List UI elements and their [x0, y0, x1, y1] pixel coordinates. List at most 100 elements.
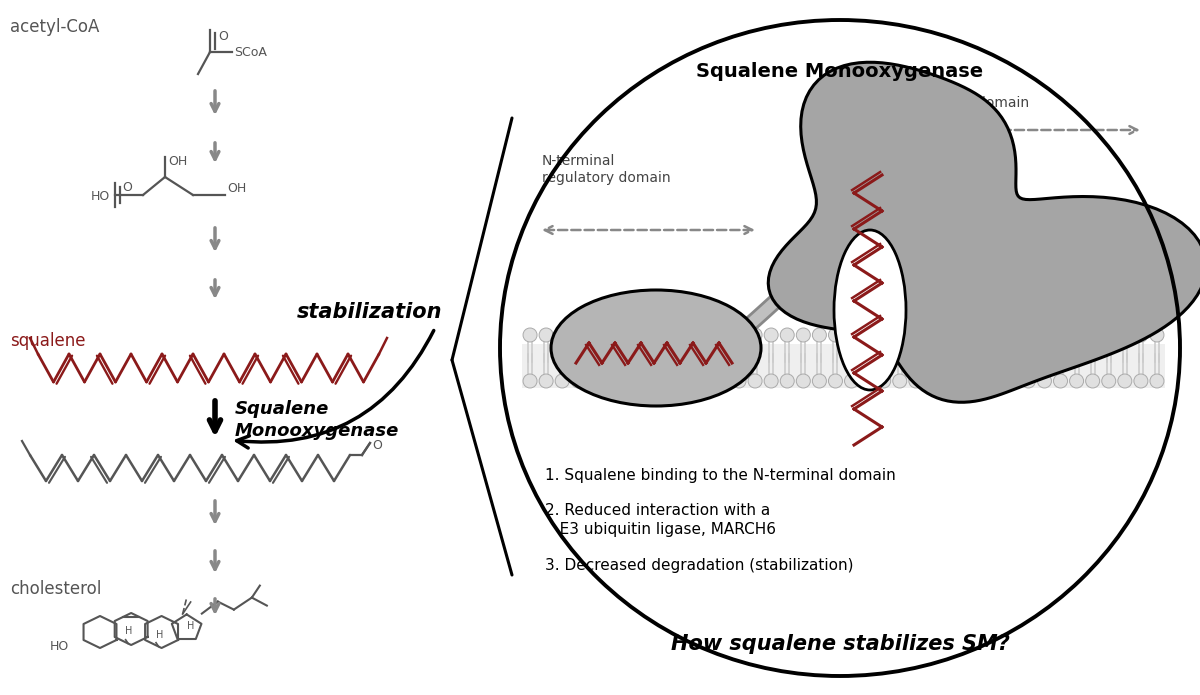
Circle shape — [812, 374, 827, 388]
Circle shape — [1150, 374, 1164, 388]
Circle shape — [636, 374, 649, 388]
Bar — [522, 344, 1165, 388]
Text: HO: HO — [91, 190, 110, 204]
Circle shape — [925, 328, 938, 342]
Circle shape — [523, 328, 538, 342]
Circle shape — [604, 328, 618, 342]
Text: 2. Reduced interaction with a
   E3 ubiquitin ligase, MARCH6: 2. Reduced interaction with a E3 ubiquit… — [545, 503, 776, 537]
Circle shape — [797, 374, 810, 388]
Circle shape — [523, 374, 538, 388]
Circle shape — [619, 328, 634, 342]
Text: OH: OH — [227, 183, 246, 195]
Circle shape — [941, 374, 955, 388]
Circle shape — [1118, 374, 1132, 388]
Circle shape — [700, 328, 714, 342]
Circle shape — [1054, 374, 1068, 388]
Circle shape — [893, 374, 907, 388]
Text: H: H — [156, 630, 163, 640]
Circle shape — [780, 328, 794, 342]
Circle shape — [877, 374, 890, 388]
Text: HO: HO — [49, 639, 70, 653]
Text: stabilization: stabilization — [298, 302, 443, 322]
Circle shape — [845, 328, 858, 342]
Circle shape — [571, 374, 586, 388]
Circle shape — [748, 374, 762, 388]
Circle shape — [973, 374, 988, 388]
Text: 3. Decreased degradation (stabilization): 3. Decreased degradation (stabilization) — [545, 558, 853, 573]
Circle shape — [1021, 374, 1036, 388]
Text: O: O — [218, 30, 228, 43]
Circle shape — [941, 328, 955, 342]
Circle shape — [845, 374, 858, 388]
FancyArrowPatch shape — [236, 331, 433, 448]
Circle shape — [908, 328, 923, 342]
Circle shape — [1134, 328, 1148, 342]
Text: How squalene stabilizes SM?: How squalene stabilizes SM? — [671, 634, 1009, 654]
Circle shape — [571, 328, 586, 342]
Circle shape — [732, 374, 746, 388]
Circle shape — [1134, 374, 1148, 388]
Circle shape — [1038, 328, 1051, 342]
Text: H: H — [126, 626, 133, 636]
Polygon shape — [768, 63, 1200, 402]
Circle shape — [716, 374, 730, 388]
Circle shape — [556, 328, 569, 342]
Text: H: H — [187, 621, 194, 631]
Text: acetyl-CoA: acetyl-CoA — [10, 18, 100, 36]
Circle shape — [1150, 328, 1164, 342]
Circle shape — [619, 374, 634, 388]
Circle shape — [636, 328, 649, 342]
Circle shape — [925, 374, 938, 388]
Text: Squalene
Monooxygenase: Squalene Monooxygenase — [235, 400, 400, 440]
Circle shape — [958, 374, 971, 388]
Circle shape — [860, 374, 875, 388]
Circle shape — [556, 374, 569, 388]
Text: N-terminal
regulatory domain: N-terminal regulatory domain — [542, 154, 671, 185]
Circle shape — [893, 328, 907, 342]
Circle shape — [539, 328, 553, 342]
Text: Catalytic domain: Catalytic domain — [911, 96, 1030, 110]
Circle shape — [989, 328, 1003, 342]
Circle shape — [1086, 328, 1099, 342]
Circle shape — [1006, 328, 1019, 342]
Circle shape — [700, 374, 714, 388]
Circle shape — [1102, 374, 1116, 388]
Circle shape — [667, 328, 682, 342]
Circle shape — [652, 328, 666, 342]
Text: O: O — [372, 439, 382, 452]
Circle shape — [748, 328, 762, 342]
Circle shape — [604, 374, 618, 388]
Circle shape — [908, 374, 923, 388]
Circle shape — [1054, 328, 1068, 342]
Text: cholesterol: cholesterol — [10, 580, 101, 598]
Circle shape — [1038, 374, 1051, 388]
Circle shape — [1102, 328, 1116, 342]
Circle shape — [716, 328, 730, 342]
Circle shape — [1069, 374, 1084, 388]
Circle shape — [587, 374, 601, 388]
Circle shape — [667, 374, 682, 388]
Circle shape — [958, 328, 971, 342]
Text: O: O — [122, 181, 132, 194]
Circle shape — [764, 328, 778, 342]
Circle shape — [812, 328, 827, 342]
Circle shape — [587, 328, 601, 342]
Circle shape — [732, 328, 746, 342]
Circle shape — [539, 374, 553, 388]
Circle shape — [1118, 328, 1132, 342]
Circle shape — [828, 328, 842, 342]
Circle shape — [764, 374, 778, 388]
Ellipse shape — [834, 230, 906, 390]
Text: OH: OH — [168, 155, 187, 168]
Circle shape — [652, 374, 666, 388]
Text: 1. Squalene binding to the N-terminal domain: 1. Squalene binding to the N-terminal do… — [545, 468, 895, 483]
Circle shape — [797, 328, 810, 342]
Text: Squalene Monooxygenase: Squalene Monooxygenase — [696, 62, 984, 81]
Circle shape — [1086, 374, 1099, 388]
Ellipse shape — [551, 290, 761, 406]
Circle shape — [1069, 328, 1084, 342]
Circle shape — [684, 374, 697, 388]
Circle shape — [989, 374, 1003, 388]
Circle shape — [1006, 374, 1019, 388]
Circle shape — [877, 328, 890, 342]
